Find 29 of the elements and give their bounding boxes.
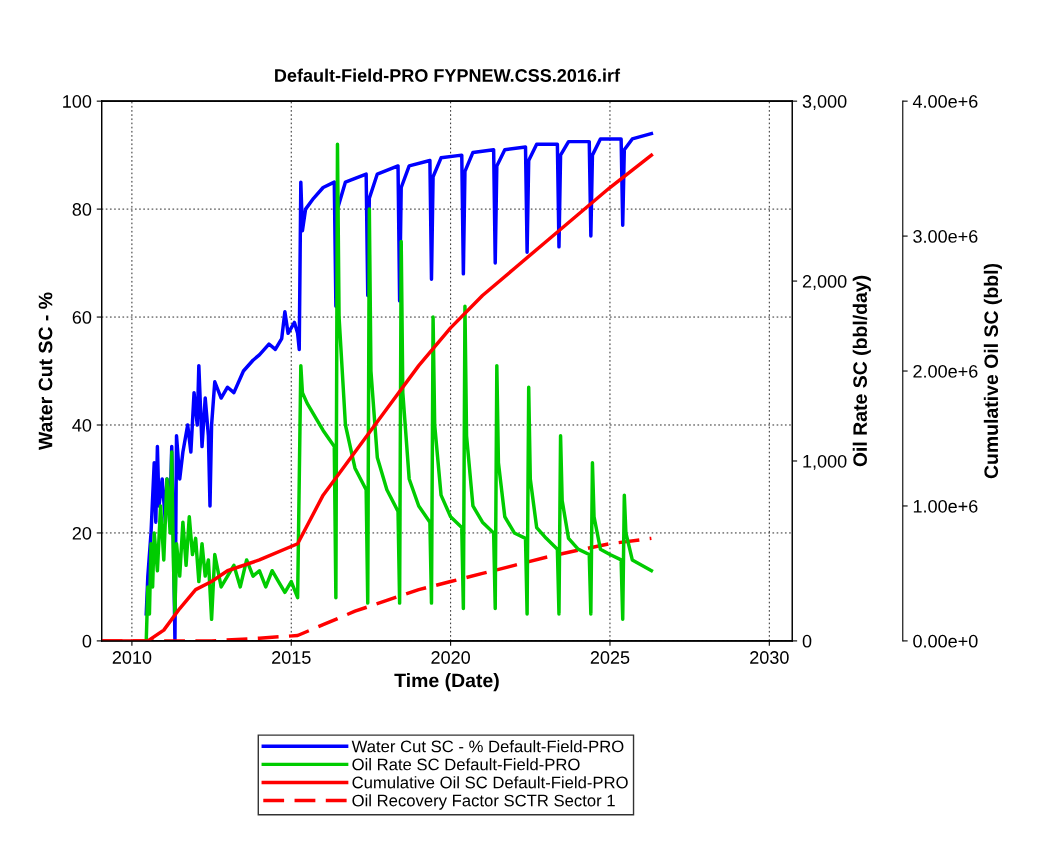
x-axis-title: Time (Date) — [394, 673, 499, 692]
x-tick-label: 2030 — [750, 651, 789, 664]
y2-axis-title: Oil Rate SC (bbl/day) — [852, 275, 871, 467]
legend-label: Water Cut SC - % Default-Field-PRO — [351, 740, 624, 753]
x-tick-label: 2010 — [112, 651, 152, 664]
y3-tick-label: 0.00e+0 — [913, 634, 978, 648]
y2-tick-label: 1,000 — [803, 454, 847, 470]
y3-axis-title: Cumulative Oil SC (bbl) — [983, 263, 1002, 479]
legend-label: Oil Recovery Factor SCTR Sector 1 — [352, 794, 615, 810]
legend-label: Oil Rate SC Default-Field-PRO — [352, 758, 580, 771]
y-tick-label: 0 — [82, 634, 92, 648]
y2-tick-label: 0 — [802, 634, 812, 648]
x-tick-label: 2015 — [272, 651, 311, 664]
y-tick-label: 80 — [72, 203, 92, 216]
y3-tick-label: 2.00e+6 — [913, 364, 978, 378]
chart-title: Default-Field-PRO FYPNEW.CSS.2016.irf — [275, 68, 621, 82]
y-tick-label: 60 — [72, 310, 92, 324]
y2-tick-label: 3,000 — [802, 95, 847, 110]
y2-tick-label: 2,000 — [802, 275, 847, 290]
y3-tick-label: 1.00e+6 — [913, 499, 978, 513]
x-tick-label: 2025 — [590, 651, 630, 664]
y-axis-title: Water Cut SC - % — [38, 292, 53, 451]
y-tick-label: 40 — [72, 418, 92, 432]
y-tick-label: 100 — [63, 95, 92, 108]
y-tick-label: 20 — [72, 526, 92, 540]
x-tick-label: 2020 — [431, 651, 470, 664]
legend-label: Cumulative Oil SC Default-Field-PRO — [352, 776, 628, 789]
y3-tick-label: 3.00e+6 — [913, 230, 978, 243]
y3-tick-label: 4.00e+6 — [912, 95, 978, 108]
